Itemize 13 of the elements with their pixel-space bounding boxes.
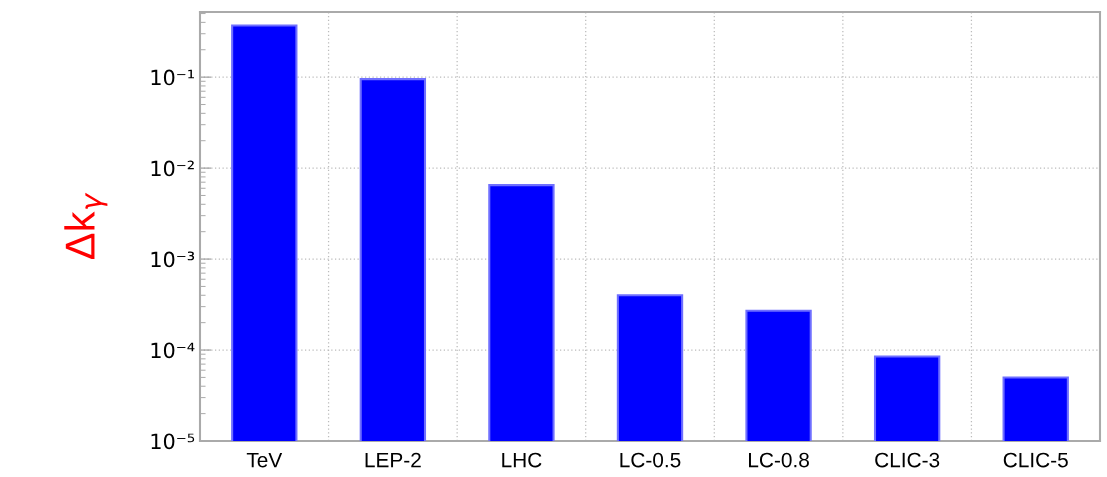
y-tick-label: 10⁻² [151,160,194,177]
y-axis-title: Δk$_{γ}$ [64,192,108,260]
y-tick-label: 10⁻⁵ [151,433,195,450]
x-tick-label: CLIC-3 [875,452,940,468]
x-tick-label: TeV [246,452,283,468]
y-tick-label: 10⁻³ [151,251,195,268]
x-tick-label: LHC [502,452,542,468]
x-tick-label: LEP-2 [365,452,421,468]
x-tick-label: LC-0.8 [749,452,809,468]
x-tick-label: CLIC-5 [1003,452,1068,468]
y-tick-label: 10⁻¹ [151,69,194,86]
x-tick-label: LC-0.5 [620,452,681,468]
y-tick-label: 10⁻⁴ [151,342,195,359]
